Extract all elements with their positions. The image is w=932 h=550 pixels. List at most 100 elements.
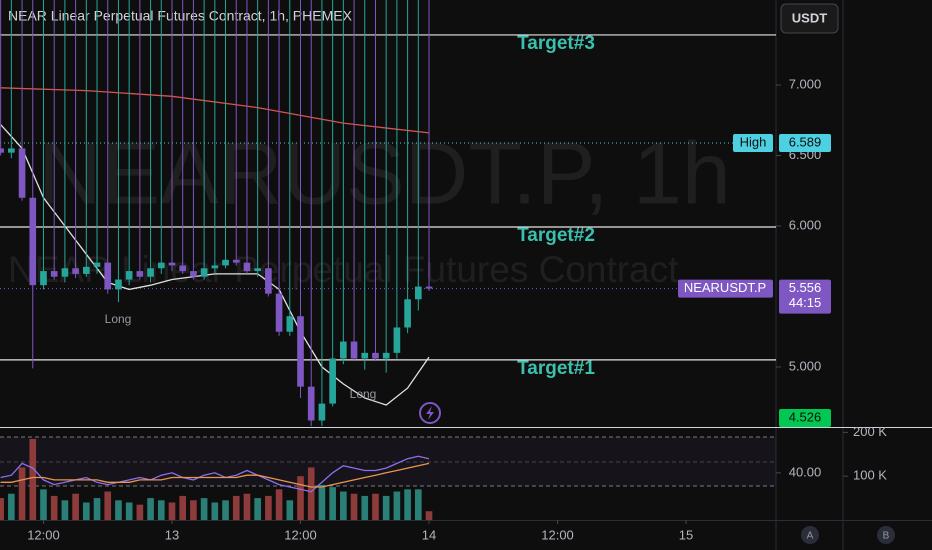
countdown: 44:15: [789, 295, 822, 310]
low-value-box: [779, 409, 831, 427]
volume-bar: [340, 491, 347, 520]
candle-body: [286, 316, 294, 332]
alert-icon-bolt: [426, 406, 434, 420]
volume-bar: [243, 493, 251, 520]
scale-button[interactable]: [877, 526, 895, 544]
y-tick-label: 6.000: [789, 217, 822, 232]
target-label: Target#2: [517, 225, 595, 246]
oscillator-line: [0, 455, 430, 493]
volume-bar: [0, 498, 4, 520]
candle-body: [265, 268, 272, 294]
volume-bar: [8, 493, 15, 520]
alert-icon[interactable]: [419, 402, 441, 424]
candle-body: [425, 286, 433, 289]
candle-body: [8, 148, 15, 153]
volume-bar: [136, 504, 144, 520]
volume-bar: [82, 502, 90, 520]
candle-body: [254, 268, 261, 272]
volume-bar: [115, 500, 122, 520]
target-label: Target#1: [517, 358, 595, 379]
scale-button-label[interactable]: A: [807, 531, 814, 542]
last-label-box: [678, 279, 773, 298]
y-tick-label: 7.000: [789, 76, 822, 91]
scale-button-label[interactable]: B: [883, 531, 890, 542]
candle-body: [372, 352, 379, 359]
candle-body: [104, 262, 112, 290]
x-tick-label: 13: [165, 527, 179, 542]
candle-body: [211, 265, 219, 269]
x-tick-label: 12:00: [284, 527, 317, 542]
last-value-box: [779, 279, 831, 314]
y-tick-label: 5.000: [789, 358, 822, 373]
volume-bar: [40, 489, 47, 520]
last-label: NEARUSDT.P: [684, 280, 766, 295]
candle-body: [18, 148, 26, 198]
candle-body: [136, 271, 144, 277]
x-tick-label: 14: [422, 527, 436, 542]
candle-body: [361, 352, 369, 359]
volume-bar: [157, 500, 165, 520]
candle-body: [414, 286, 422, 300]
volume-bar: [329, 487, 336, 520]
volume-bar: [414, 489, 422, 520]
candle-body: [168, 262, 176, 266]
volume-bar: [168, 502, 176, 520]
volume-bar: [275, 489, 283, 520]
volume-bar: [286, 500, 294, 520]
candle-body: [275, 293, 283, 332]
currency-button[interactable]: [780, 3, 839, 34]
volume-bar: [222, 500, 229, 520]
candle-body: [200, 268, 208, 277]
candle-body: [190, 271, 197, 277]
candle-body: [93, 262, 101, 267]
volume-bar: [382, 495, 390, 520]
volume-bar: [265, 495, 272, 520]
volume-tick-label: 100 K: [853, 468, 887, 483]
candle-body: [157, 262, 165, 269]
scale-button[interactable]: [801, 526, 819, 544]
volume-bar: [393, 491, 401, 520]
volume-bar: [93, 498, 101, 520]
candle-body: [350, 341, 358, 359]
volume-bar: [104, 491, 112, 520]
volume-bar: [404, 489, 411, 520]
x-tick-label: 12:00: [541, 527, 574, 542]
candle-body: [404, 299, 411, 328]
candle-body: [115, 279, 122, 290]
candle-body: [72, 268, 79, 274]
currency-label[interactable]: USDT: [792, 10, 827, 25]
chart-title: NEAR Linear Perpetual Futures Contract, …: [8, 8, 353, 24]
high-value: 6.589: [789, 134, 822, 149]
candle-body: [318, 403, 326, 421]
candle-body: [82, 266, 90, 274]
volume-bar: [50, 495, 58, 520]
oscillator-line: [0, 462, 430, 488]
volume-bar: [350, 493, 358, 520]
target-label: Target#3: [517, 33, 595, 54]
volume-bar: [232, 495, 240, 520]
candle-body: [61, 268, 69, 277]
volume-bar: [307, 467, 315, 520]
candle-body: [297, 316, 304, 387]
volume-bar: [125, 502, 133, 520]
volume-tick-label: 200 K: [853, 424, 887, 439]
candle-body: [307, 386, 315, 421]
volume-bar: [72, 493, 79, 520]
candle-body: [50, 271, 58, 277]
high-label-box: [733, 133, 773, 152]
low-value: 4.526: [789, 409, 822, 424]
volume-bar: [190, 500, 197, 520]
candle-body: [147, 268, 154, 277]
volume-bar: [211, 502, 219, 520]
high-label: High: [740, 134, 767, 149]
volume-bar: [18, 467, 26, 520]
volume-bar: [29, 438, 37, 520]
candle-body: [243, 262, 251, 272]
volume-bar: [318, 484, 326, 520]
x-tick-label: 15: [679, 527, 693, 542]
candle-body: [340, 341, 347, 359]
candle-body: [40, 271, 47, 286]
